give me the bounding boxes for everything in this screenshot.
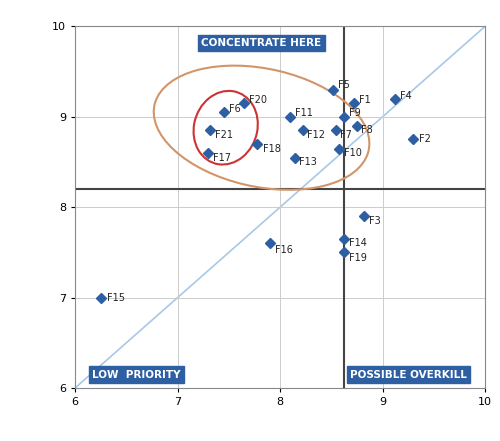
- Text: F10: F10: [344, 148, 361, 158]
- Text: F12: F12: [306, 130, 324, 140]
- Text: F18: F18: [262, 144, 280, 154]
- Text: F21: F21: [216, 130, 234, 140]
- Text: I
M
P
0
R
T
A
N
C
E: I M P 0 R T A N C E: [12, 132, 26, 282]
- Text: F11: F11: [296, 108, 313, 118]
- Text: F8: F8: [361, 125, 372, 135]
- Text: F4: F4: [400, 91, 411, 101]
- Text: F1: F1: [359, 95, 370, 105]
- Text: F16: F16: [275, 245, 293, 255]
- Text: F20: F20: [249, 95, 267, 105]
- Text: POSSIBLE OVERKILL: POSSIBLE OVERKILL: [350, 370, 467, 380]
- Text: PERFORMANCE: PERFORMANCE: [216, 415, 334, 429]
- Text: F14: F14: [348, 239, 366, 248]
- Text: F19: F19: [348, 253, 366, 263]
- Text: F17: F17: [214, 153, 232, 163]
- Text: F3: F3: [369, 216, 381, 226]
- Text: F5: F5: [338, 80, 350, 90]
- Text: F6: F6: [229, 104, 240, 114]
- Text: F2: F2: [420, 135, 432, 145]
- Text: CONCENTRATE HERE: CONCENTRATE HERE: [202, 38, 322, 48]
- Text: LOW  PRIORITY: LOW PRIORITY: [92, 370, 181, 380]
- Text: F9: F9: [348, 108, 360, 118]
- Text: F7: F7: [340, 130, 352, 140]
- Text: F13: F13: [300, 157, 318, 167]
- Text: F15: F15: [107, 293, 125, 303]
